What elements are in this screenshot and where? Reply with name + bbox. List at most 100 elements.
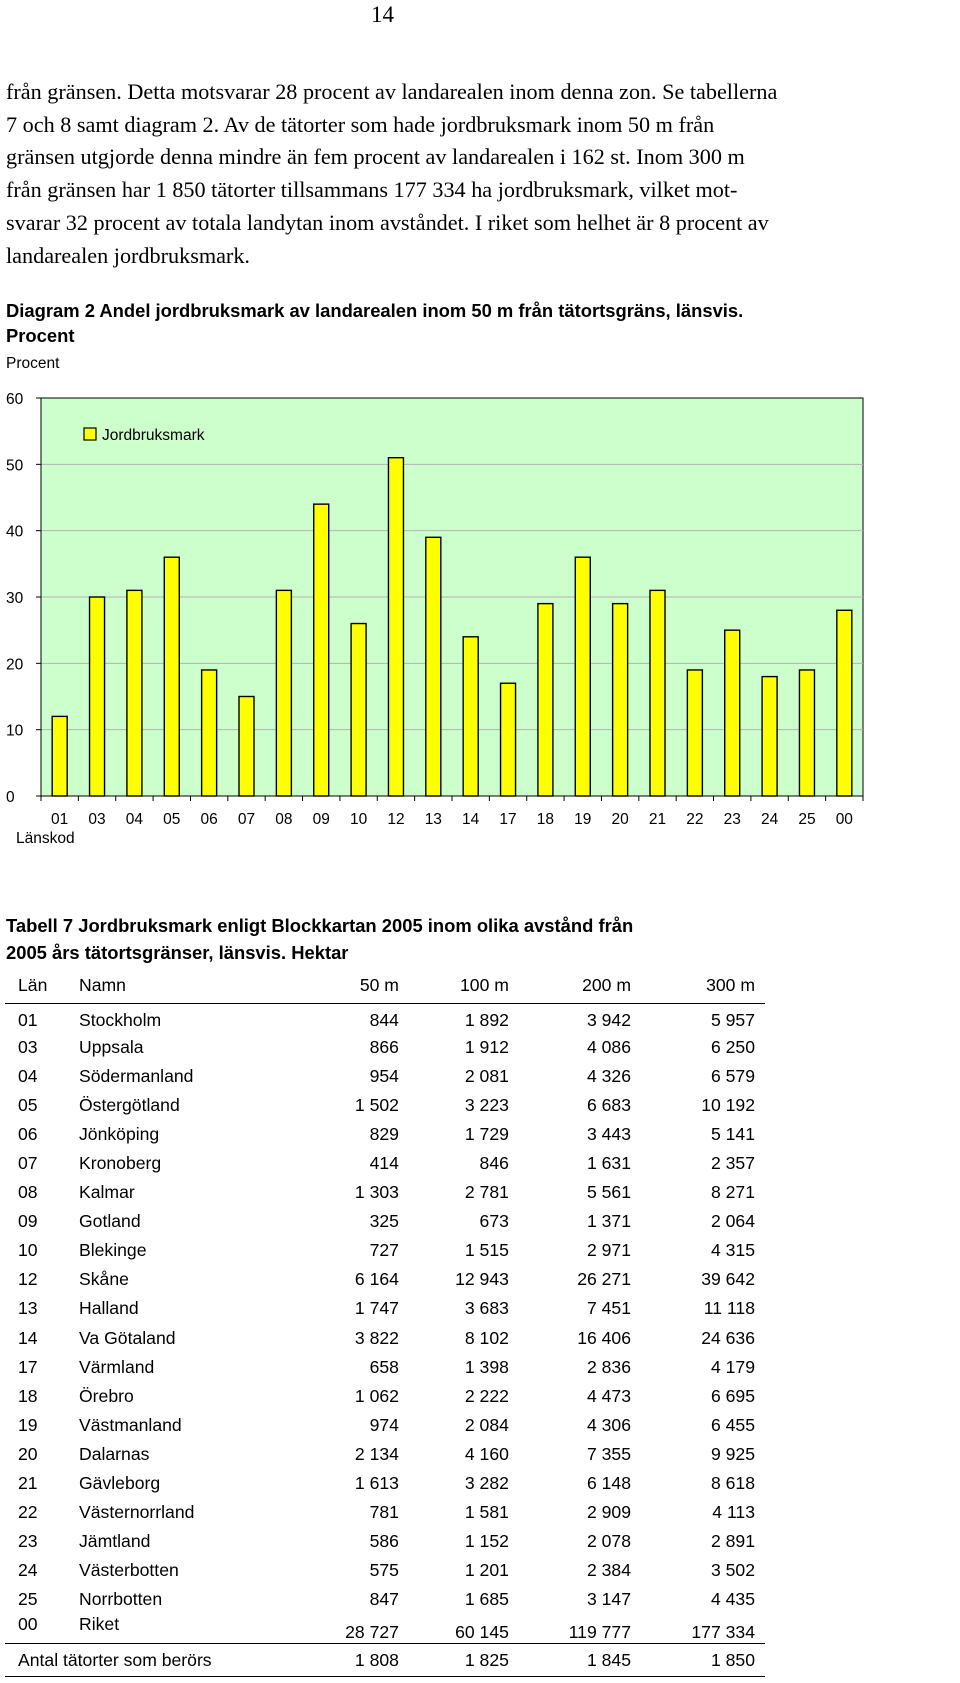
cell-50m: 781 [369,1502,399,1523]
cell-200m: 4 306 [586,1414,631,1435]
cell-100m: 846 [479,1153,509,1174]
bar-18 [537,602,554,797]
cell-300m: 4 179 [710,1356,755,1377]
cell-code: 05 [18,1094,38,1115]
cell-200m: 4 326 [586,1065,631,1086]
bar-20 [611,602,629,797]
cell-code: 20 [18,1443,38,1464]
legend-label: Jordbruksmark [102,427,205,444]
y-tick-label: 50 [6,457,24,474]
x-tick-label: 03 [88,811,105,828]
cell-100m: 3 683 [464,1298,509,1319]
cell-50m: 1 502 [354,1094,399,1115]
table-row: 24 Västerbotten 575 1 201 2 384 3 502 [5,1556,765,1585]
x-tick-label: 24 [761,811,779,828]
cell-100m: 1 201 [464,1560,509,1581]
table-row: 08 Kalmar 1 303 2 781 5 561 8 271 [5,1178,765,1207]
cell-name: Riket [79,1614,120,1635]
cell-200m: 2 384 [586,1560,631,1581]
table-row: 22 Västernorrland 781 1 581 2 909 4 113 [5,1498,765,1527]
cell-300m: 5 957 [710,1010,755,1031]
cell-100m: 1 515 [464,1240,509,1261]
table-title: Tabell 7 Jordbruksmark enligt Blockkarta… [6,912,633,966]
total-200m: 1 845 [586,1649,631,1670]
table-row: 09 Gotland 325 673 1 371 2 064 [5,1207,765,1236]
cell-50m: 974 [369,1414,399,1435]
cell-200m: 2 971 [586,1240,631,1261]
cell-200m: 4 473 [586,1385,631,1406]
y-tick-label: 20 [6,656,24,673]
cell-code: 08 [18,1182,38,1203]
cell-100m: 673 [479,1211,509,1232]
cell-300m: 9 925 [710,1443,755,1464]
cell-code: 23 [18,1531,38,1552]
bar-01 [51,715,68,797]
cell-name: Skåne [79,1269,129,1290]
header-50m: 50 m [359,974,399,995]
x-tick-label: 10 [350,811,368,828]
cell-100m: 3 282 [464,1473,509,1494]
x-tick-label: 12 [387,811,404,828]
cell-50m: 658 [369,1356,399,1377]
cell-code: 01 [18,1010,38,1031]
cell-300m: 6 579 [710,1065,755,1086]
x-tick-label: 21 [649,811,666,828]
bar-24 [761,675,778,797]
body-line: 7 och 8 samt diagram 2. Av de tätorter s… [6,111,715,137]
x-tick-label: 01 [51,811,68,828]
x-tick-label: 08 [275,811,292,828]
cell-100m: 4 160 [464,1443,509,1464]
cell-50m: 1 613 [354,1473,399,1494]
cell-name: Gotland [79,1211,141,1232]
bar-14 [462,636,479,797]
x-tick-label: 09 [313,811,330,828]
bar-07 [238,695,255,797]
cell-300m: 6 250 [710,1036,755,1057]
table-row: 21 Gävleborg 1 613 3 282 6 148 8 618 [5,1469,765,1498]
y-tick-label: 40 [6,524,24,541]
cell-50m: 575 [369,1560,399,1581]
cell-50m: 3 822 [354,1327,399,1348]
cell-50m: 1 062 [354,1385,399,1406]
cell-code: 06 [18,1123,38,1144]
body-line: gränsen utgjorde denna mindre än fem pro… [6,144,745,170]
cell-200m: 3 443 [586,1123,631,1144]
cell-200m: 2 078 [586,1531,631,1552]
cell-200m: 4 086 [586,1036,631,1057]
cell-100m: 3 223 [464,1094,509,1115]
bar-03 [88,596,106,797]
cell-300m: 4 435 [710,1589,755,1610]
cell-100m: 12 943 [455,1269,509,1290]
cell-code: 10 [18,1240,38,1261]
bar-10 [350,622,367,797]
y-tick-label: 60 [6,391,24,408]
cell-300m: 177 334 [691,1622,755,1643]
table-row: 06 Jönköping 829 1 729 3 443 5 141 [5,1120,765,1149]
cell-name: Stockholm [79,1010,162,1031]
cell-100m: 1 152 [464,1531,509,1552]
x-tick-label: 13 [425,811,442,828]
cell-50m: 844 [369,1010,399,1031]
legend-swatch [83,427,97,441]
cell-300m: 8 271 [710,1182,755,1203]
total-300m: 1 850 [710,1649,755,1670]
cell-300m: 2 064 [710,1211,755,1232]
cell-name: Halland [79,1298,139,1319]
cell-300m: 11 118 [703,1298,755,1319]
cell-code: 13 [18,1298,38,1319]
cell-50m: 1 747 [354,1298,399,1319]
cell-100m: 1 912 [464,1036,509,1057]
cell-50m: 847 [369,1589,399,1610]
x-tick-label: 25 [798,811,815,828]
cell-100m: 1 685 [464,1589,509,1610]
cell-100m: 2 781 [464,1182,509,1203]
cell-200m: 7 451 [586,1298,631,1319]
body-line: svarar 32 procent av totala landytan ino… [6,209,769,235]
table-row: 07 Kronoberg 414 846 1 631 2 357 [5,1149,765,1178]
x-tick-label: 04 [126,811,144,828]
x-axis-label: Länskod [16,830,75,847]
diagram-title-line: Procent [6,325,75,346]
cell-code: 03 [18,1036,38,1057]
cell-300m: 39 642 [701,1269,755,1290]
cell-200m: 7 355 [586,1443,631,1464]
